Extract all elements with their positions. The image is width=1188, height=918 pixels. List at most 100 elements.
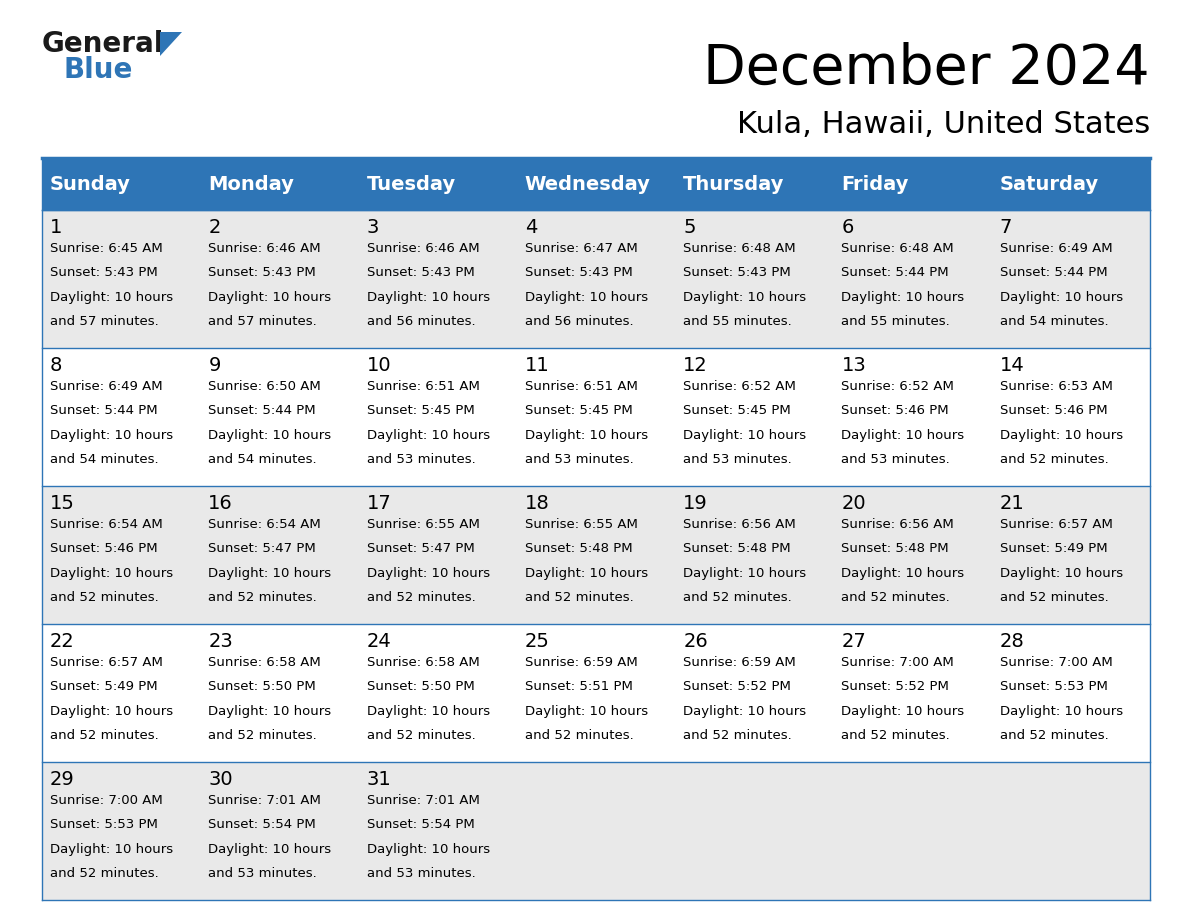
Text: Sunrise: 6:59 AM: Sunrise: 6:59 AM [683, 656, 796, 669]
Text: Wednesday: Wednesday [525, 174, 651, 194]
Text: Sunrise: 6:51 AM: Sunrise: 6:51 AM [525, 380, 638, 393]
Text: and 54 minutes.: and 54 minutes. [208, 453, 317, 465]
Bar [359, 158, 517, 210]
Text: Sunset: 5:45 PM: Sunset: 5:45 PM [525, 404, 632, 418]
Text: 30: 30 [208, 770, 233, 789]
Text: and 54 minutes.: and 54 minutes. [1000, 315, 1108, 328]
Bar [834, 158, 992, 210]
Text: Sunset: 5:43 PM: Sunset: 5:43 PM [50, 266, 158, 279]
Text: 15: 15 [50, 494, 75, 513]
Bar [992, 158, 1150, 210]
Text: Sunrise: 6:53 AM: Sunrise: 6:53 AM [1000, 380, 1113, 393]
Text: Daylight: 10 hours: Daylight: 10 hours [208, 291, 331, 304]
Text: Sunrise: 6:49 AM: Sunrise: 6:49 AM [50, 380, 163, 393]
Text: Sunrise: 6:46 AM: Sunrise: 6:46 AM [367, 242, 479, 255]
Bar [42, 348, 1150, 486]
Text: Sunset: 5:48 PM: Sunset: 5:48 PM [683, 543, 791, 555]
Text: and 52 minutes.: and 52 minutes. [525, 591, 633, 604]
Text: 3: 3 [367, 218, 379, 237]
Text: Thursday: Thursday [683, 174, 784, 194]
Text: Sunrise: 6:59 AM: Sunrise: 6:59 AM [525, 656, 638, 669]
Text: Sunset: 5:43 PM: Sunset: 5:43 PM [683, 266, 791, 279]
Polygon shape [160, 32, 182, 56]
Text: 27: 27 [841, 632, 866, 651]
Text: and 52 minutes.: and 52 minutes. [1000, 729, 1108, 742]
Text: Daylight: 10 hours: Daylight: 10 hours [525, 429, 647, 442]
Text: Daylight: 10 hours: Daylight: 10 hours [367, 291, 489, 304]
Text: Sunset: 5:46 PM: Sunset: 5:46 PM [1000, 404, 1107, 418]
Text: 19: 19 [683, 494, 708, 513]
Bar [42, 762, 1150, 900]
Text: Daylight: 10 hours: Daylight: 10 hours [683, 291, 807, 304]
Text: 7: 7 [1000, 218, 1012, 237]
Text: Kula, Hawaii, United States: Kula, Hawaii, United States [737, 110, 1150, 139]
Text: Daylight: 10 hours: Daylight: 10 hours [525, 566, 647, 579]
Text: 8: 8 [50, 356, 63, 375]
Text: Sunset: 5:54 PM: Sunset: 5:54 PM [208, 818, 316, 832]
Text: December 2024: December 2024 [703, 42, 1150, 96]
Text: Saturday: Saturday [1000, 174, 1099, 194]
Text: 20: 20 [841, 494, 866, 513]
Text: Daylight: 10 hours: Daylight: 10 hours [50, 429, 173, 442]
Text: and 52 minutes.: and 52 minutes. [50, 591, 159, 604]
Text: Sunset: 5:44 PM: Sunset: 5:44 PM [841, 266, 949, 279]
Text: 1: 1 [50, 218, 63, 237]
Text: and 53 minutes.: and 53 minutes. [841, 453, 950, 465]
Text: and 52 minutes.: and 52 minutes. [683, 729, 792, 742]
Text: and 57 minutes.: and 57 minutes. [50, 315, 159, 328]
Text: Monday: Monday [208, 174, 295, 194]
Text: and 52 minutes.: and 52 minutes. [1000, 453, 1108, 465]
Text: and 53 minutes.: and 53 minutes. [367, 453, 475, 465]
Text: Daylight: 10 hours: Daylight: 10 hours [367, 705, 489, 718]
Text: Sunset: 5:52 PM: Sunset: 5:52 PM [841, 680, 949, 693]
Text: Sunset: 5:45 PM: Sunset: 5:45 PM [683, 404, 791, 418]
Text: Daylight: 10 hours: Daylight: 10 hours [1000, 566, 1123, 579]
Text: and 52 minutes.: and 52 minutes. [208, 591, 317, 604]
Text: Sunrise: 6:45 AM: Sunrise: 6:45 AM [50, 242, 163, 255]
Text: and 52 minutes.: and 52 minutes. [208, 729, 317, 742]
Text: and 52 minutes.: and 52 minutes. [683, 591, 792, 604]
Text: 5: 5 [683, 218, 696, 237]
Text: Sunset: 5:43 PM: Sunset: 5:43 PM [525, 266, 632, 279]
Text: Sunrise: 6:46 AM: Sunrise: 6:46 AM [208, 242, 321, 255]
Text: Daylight: 10 hours: Daylight: 10 hours [683, 705, 807, 718]
Text: and 53 minutes.: and 53 minutes. [683, 453, 792, 465]
Text: Sunrise: 7:00 AM: Sunrise: 7:00 AM [1000, 656, 1112, 669]
Text: Daylight: 10 hours: Daylight: 10 hours [1000, 291, 1123, 304]
Text: and 52 minutes.: and 52 minutes. [1000, 591, 1108, 604]
Text: Sunset: 5:44 PM: Sunset: 5:44 PM [1000, 266, 1107, 279]
Text: 23: 23 [208, 632, 233, 651]
Text: Sunday: Sunday [50, 174, 131, 194]
Text: and 57 minutes.: and 57 minutes. [208, 315, 317, 328]
Text: Tuesday: Tuesday [367, 174, 456, 194]
Text: 28: 28 [1000, 632, 1024, 651]
Bar [517, 158, 675, 210]
Text: Sunrise: 6:54 AM: Sunrise: 6:54 AM [208, 518, 321, 531]
Text: General: General [42, 30, 164, 58]
Text: 11: 11 [525, 356, 550, 375]
Text: Sunset: 5:43 PM: Sunset: 5:43 PM [367, 266, 474, 279]
Text: 18: 18 [525, 494, 550, 513]
Text: 14: 14 [1000, 356, 1024, 375]
Text: Sunrise: 6:55 AM: Sunrise: 6:55 AM [525, 518, 638, 531]
Text: Daylight: 10 hours: Daylight: 10 hours [50, 566, 173, 579]
Text: Sunset: 5:44 PM: Sunset: 5:44 PM [50, 404, 158, 418]
Text: Daylight: 10 hours: Daylight: 10 hours [525, 291, 647, 304]
Text: Sunrise: 6:52 AM: Sunrise: 6:52 AM [683, 380, 796, 393]
Text: 31: 31 [367, 770, 391, 789]
Text: Sunrise: 6:51 AM: Sunrise: 6:51 AM [367, 380, 480, 393]
Text: and 56 minutes.: and 56 minutes. [525, 315, 633, 328]
Text: and 52 minutes.: and 52 minutes. [367, 729, 475, 742]
Text: Daylight: 10 hours: Daylight: 10 hours [841, 429, 965, 442]
Text: 26: 26 [683, 632, 708, 651]
Text: Sunrise: 6:47 AM: Sunrise: 6:47 AM [525, 242, 638, 255]
Text: Daylight: 10 hours: Daylight: 10 hours [1000, 429, 1123, 442]
Text: Sunrise: 6:56 AM: Sunrise: 6:56 AM [841, 518, 954, 531]
Text: Sunset: 5:44 PM: Sunset: 5:44 PM [208, 404, 316, 418]
Text: Sunset: 5:48 PM: Sunset: 5:48 PM [841, 543, 949, 555]
Text: Sunrise: 7:00 AM: Sunrise: 7:00 AM [841, 656, 954, 669]
Text: Sunrise: 6:48 AM: Sunrise: 6:48 AM [841, 242, 954, 255]
Text: Daylight: 10 hours: Daylight: 10 hours [841, 705, 965, 718]
Text: and 53 minutes.: and 53 minutes. [525, 453, 633, 465]
Text: 12: 12 [683, 356, 708, 375]
